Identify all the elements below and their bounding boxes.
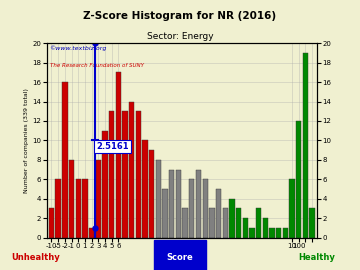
Text: Z-Score Histogram for NR (2016): Z-Score Histogram for NR (2016) [84,11,276,21]
Bar [249,228,255,238]
Bar [89,228,94,238]
Bar [102,131,108,238]
Bar [310,208,315,238]
Bar [169,170,175,238]
Bar [289,179,295,238]
Text: Unhealthy: Unhealthy [12,253,60,262]
Bar [276,228,282,238]
Bar [96,160,101,238]
Bar [236,208,241,238]
Text: ©www.textbiz.org: ©www.textbiz.org [50,45,107,51]
Bar [269,228,275,238]
Bar [222,208,228,238]
Text: The Research Foundation of SUNY: The Research Foundation of SUNY [50,63,144,68]
Bar [55,179,61,238]
Bar [149,150,154,238]
Bar [162,189,168,238]
Bar [189,179,194,238]
Bar [296,121,301,238]
Text: Sector: Energy: Sector: Energy [147,32,213,41]
Bar [69,160,74,238]
Bar [62,82,68,238]
Bar [76,179,81,238]
Bar [136,111,141,238]
Bar [49,208,54,238]
Bar [122,111,128,238]
Bar [82,179,87,238]
Bar [303,53,308,238]
Bar [142,140,148,238]
Text: Score: Score [167,253,193,262]
Bar [116,72,121,238]
Bar [129,102,134,238]
Bar [263,218,268,238]
Text: 2.5161: 2.5161 [96,142,129,151]
Bar [109,111,114,238]
Bar [183,208,188,238]
Y-axis label: Number of companies (339 total): Number of companies (339 total) [24,88,30,193]
Bar [156,160,161,238]
Bar [196,170,201,238]
Bar [256,208,261,238]
Bar [176,170,181,238]
Bar [283,228,288,238]
Bar [243,218,248,238]
Bar [216,189,221,238]
Bar [229,199,235,238]
Text: Healthy: Healthy [298,253,335,262]
Bar [203,179,208,238]
Bar [209,208,215,238]
